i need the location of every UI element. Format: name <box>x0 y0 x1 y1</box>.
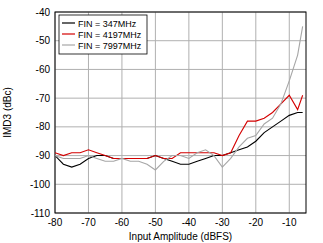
legend-label: FIN = 7997MHz <box>78 41 142 51</box>
y-tick-label: -90 <box>36 150 51 161</box>
legend-label: FIN = 4197MHz <box>78 30 142 40</box>
grid-line <box>289 12 290 213</box>
x-tick-label: -60 <box>115 217 130 228</box>
legend-swatch <box>62 33 75 34</box>
y-tick-label: -100 <box>30 179 50 190</box>
legend-swatch <box>62 44 75 45</box>
grid-line <box>55 126 306 127</box>
x-tick-label: -70 <box>81 217 96 228</box>
legend-swatch <box>62 22 75 23</box>
x-tick-label: -40 <box>182 217 197 228</box>
x-tick-label: -50 <box>148 217 163 228</box>
series-line <box>55 95 303 158</box>
y-tick-label: -80 <box>36 121 51 132</box>
series-line <box>55 113 303 168</box>
grid-line <box>155 12 156 213</box>
grid-line <box>55 184 306 185</box>
legend-label: FIN = 347MHz <box>78 19 137 29</box>
legend-box <box>59 15 147 54</box>
x-tick-label: -20 <box>249 217 264 228</box>
y-tick-label: -70 <box>36 93 51 104</box>
grid-line <box>255 12 256 213</box>
chart: -110-100-90-80-70-60-50-40-80-70-60-50-4… <box>0 0 323 243</box>
x-tick-label: -30 <box>215 217 230 228</box>
y-tick-label: -50 <box>36 35 51 46</box>
plot-frame <box>55 12 306 213</box>
y-tick-label: -60 <box>36 64 51 75</box>
y-tick-label: -40 <box>36 7 51 18</box>
series-line <box>55 26 303 170</box>
series-group <box>55 26 303 170</box>
grid-line <box>188 12 189 213</box>
x-tick-label: -10 <box>282 217 297 228</box>
x-axis-title: Input Amplitude (dBFS) <box>129 231 232 242</box>
x-tick-label: -80 <box>48 217 63 228</box>
grid-line <box>222 12 223 213</box>
grid-line <box>55 98 306 99</box>
y-axis-title: IMD3 (dBc) <box>2 87 13 138</box>
grid-line <box>55 69 306 70</box>
